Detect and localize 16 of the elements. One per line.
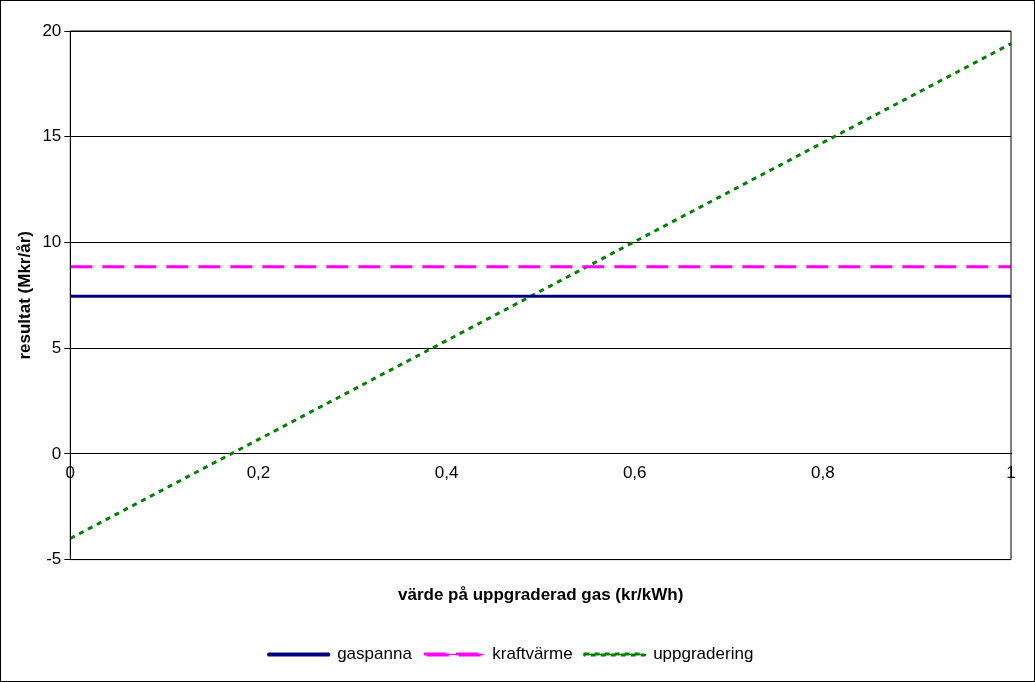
legend-label: gaspanna xyxy=(337,644,413,664)
legend-label: uppgradering xyxy=(653,644,754,664)
x-tick-label: 1 xyxy=(1006,462,1016,482)
y-axis-title: resultat (Mkr/år) xyxy=(14,231,34,360)
y-tick-label: 20 xyxy=(42,20,62,40)
x-tick-label: 0,6 xyxy=(622,462,647,482)
x-tick-label: 0,2 xyxy=(246,462,271,482)
y-tick-label: 15 xyxy=(42,126,62,146)
y-tick-label: 5 xyxy=(51,337,62,357)
x-tick-label: 0,4 xyxy=(434,462,459,482)
x-axis-title: värde på uppgraderad gas (kr/kWh) xyxy=(398,585,684,605)
y-tick-label: 0 xyxy=(51,443,62,463)
legend-label: kraftvärme xyxy=(492,644,573,664)
x-tick-label: 0,8 xyxy=(811,462,835,482)
y-tick-label: 10 xyxy=(42,232,62,252)
y-tick-label: -5 xyxy=(46,549,62,569)
